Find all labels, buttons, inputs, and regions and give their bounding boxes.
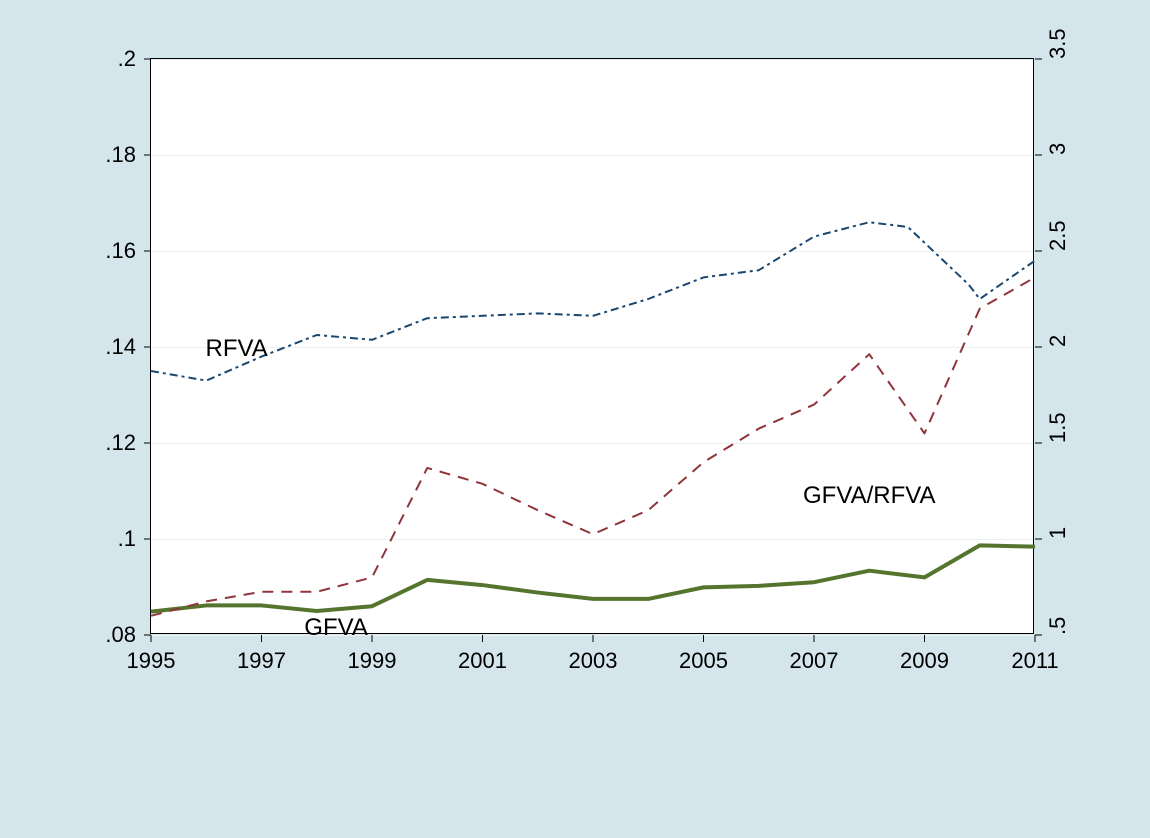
- series-label: GFVA/RFVA: [803, 482, 935, 510]
- series-rfva: [151, 222, 1035, 380]
- y-left-tick-label: .12: [105, 430, 136, 456]
- y-left-tick-label: .16: [105, 238, 136, 264]
- x-tick-label: 1995: [127, 648, 176, 674]
- y-right-tick-label: 2: [1045, 335, 1071, 347]
- y-left-tick-label: .2: [118, 46, 136, 72]
- grid-line: [151, 635, 1033, 636]
- x-tick-label: 1999: [348, 648, 397, 674]
- y-right-tick-label: 1: [1045, 527, 1071, 539]
- x-tick-label: 2001: [458, 648, 507, 674]
- y-right-tick-label: 1.5: [1045, 412, 1071, 443]
- x-tick-label: 2009: [900, 648, 949, 674]
- series-gfva: [151, 277, 1035, 615]
- y-right-tick-label: 3: [1045, 143, 1071, 155]
- y-right-tick-label: 3.5: [1045, 28, 1071, 59]
- grid-line: [151, 251, 1033, 252]
- y-left-tick-label: .08: [105, 622, 136, 648]
- grid-line: [151, 443, 1033, 444]
- x-tick-label: 2011: [1011, 648, 1058, 674]
- x-tick-label: 2003: [569, 648, 618, 674]
- grid-line: [151, 539, 1033, 540]
- x-tick-label: 2007: [790, 648, 839, 674]
- y-left-tick-label: .14: [105, 334, 136, 360]
- y-left-tick-label: .18: [105, 142, 136, 168]
- grid-line: [151, 347, 1033, 348]
- series-label: GFVA: [304, 614, 368, 642]
- y-left-tick-label: .1: [118, 526, 136, 552]
- plot-area: 199519971999200120032005200720092011.08.…: [150, 58, 1034, 634]
- x-tick-label: 2005: [679, 648, 728, 674]
- x-tick-label: 1997: [237, 648, 286, 674]
- grid-line: [151, 155, 1033, 156]
- series-label: RFVA: [206, 335, 268, 363]
- grid-line: [151, 59, 1033, 60]
- chart-canvas: 1995 1997 1999 2001 2003 2005 2007 2009 2011 .08.…: [0, 0, 1150, 838]
- y-right-tick-label: 2.5: [1045, 220, 1071, 251]
- series-ratio: [151, 545, 1035, 611]
- y-right-tick-label: .5: [1045, 617, 1071, 635]
